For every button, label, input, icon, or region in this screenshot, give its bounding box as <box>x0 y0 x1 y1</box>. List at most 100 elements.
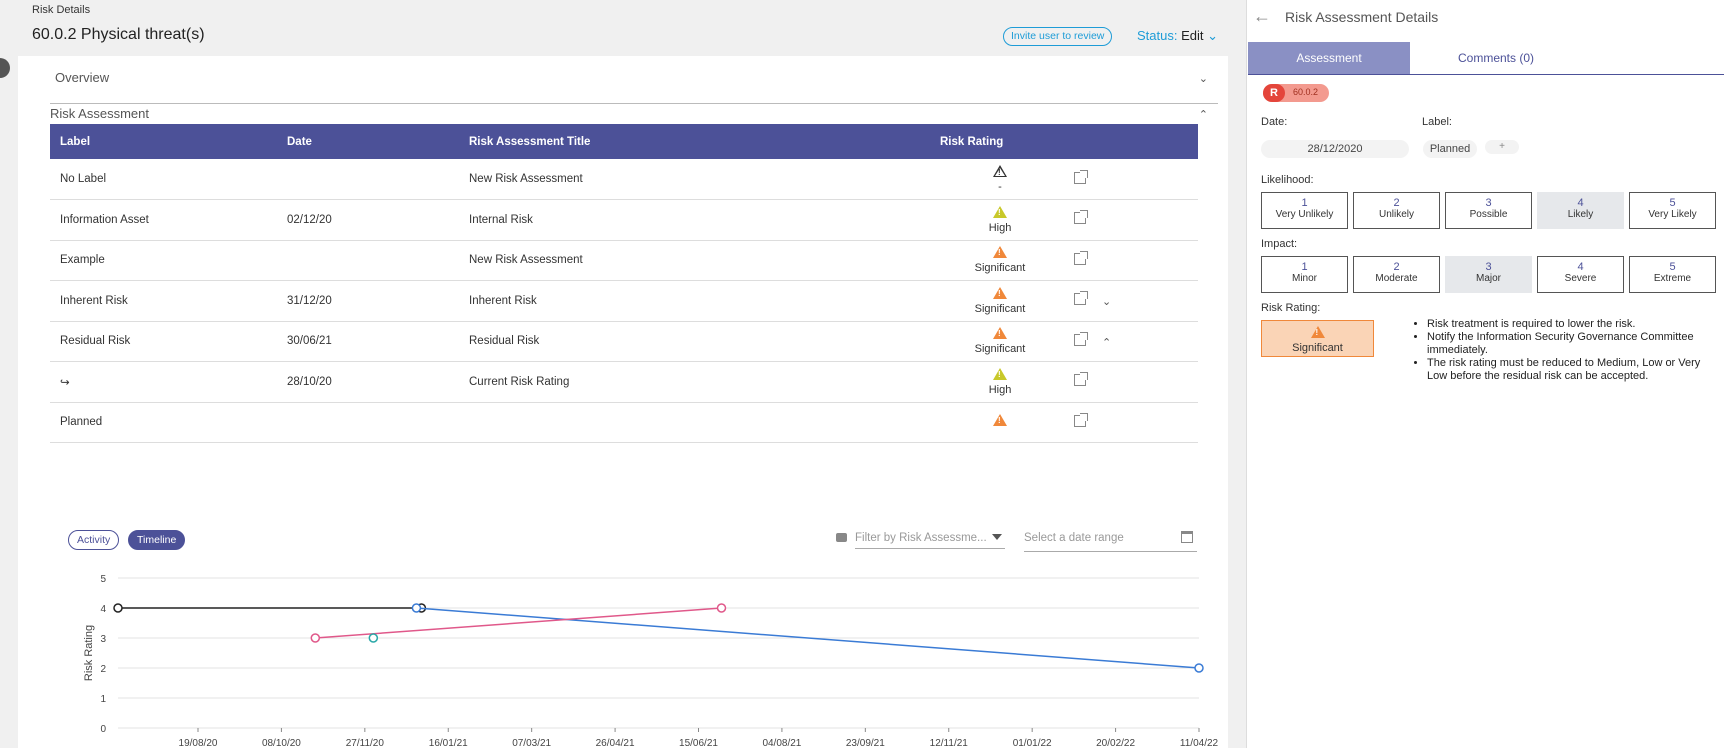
cell-title: Residual Risk <box>469 335 540 348</box>
table-header-row: Label Date Risk Assessment Title Risk Ra… <box>50 124 1198 159</box>
overview-section-header[interactable]: Overview ⌄ <box>50 70 1218 104</box>
y-tick-label: 1 <box>100 694 106 705</box>
cell-risk-rating: Significant <box>940 281 1060 322</box>
column-header-title[interactable]: Risk Assessment Title <box>469 135 591 148</box>
table-row[interactable]: No Label New Risk Assessment - <box>50 159 1198 200</box>
likelihood-option-3[interactable]: 3 Possible <box>1445 192 1532 229</box>
note-item: Risk treatment is required to lower the … <box>1427 318 1718 331</box>
note-item: Notify the Information Security Governan… <box>1427 331 1718 357</box>
table-row[interactable]: Planned <box>50 402 1198 443</box>
invite-user-button[interactable]: Invite user to review <box>1003 27 1113 46</box>
cell-label: Planned <box>60 416 103 429</box>
status-dropdown[interactable]: Status: Edit ⌄ <box>1137 28 1218 44</box>
data-point <box>1194 663 1204 673</box>
date-field[interactable]: 28/12/2020 <box>1261 140 1409 158</box>
risk-rating-box: Significant <box>1261 320 1374 357</box>
cell-date <box>277 402 459 443</box>
impact-option-2[interactable]: 2 Moderate <box>1353 256 1440 293</box>
cell-date <box>277 159 459 200</box>
table-row[interactable]: Residual Risk 30/06/21 Residual Risk Signif… <box>50 321 1198 362</box>
cell-risk-rating: Significant <box>940 240 1060 281</box>
open-external-icon[interactable] <box>1074 250 1088 265</box>
add-label-button[interactable]: + <box>1485 140 1519 154</box>
option-text: Likely <box>1567 209 1594 220</box>
column-header-risk-rating[interactable]: Risk Rating <box>940 135 1004 148</box>
y-tick-label: 5 <box>100 574 106 585</box>
column-header-date[interactable]: Date <box>287 135 312 148</box>
status-value: Edit <box>1181 28 1204 43</box>
warning-icon <box>993 205 1007 218</box>
option-number: 4 <box>1577 197 1584 209</box>
calendar-icon[interactable] <box>1181 531 1193 543</box>
caret-down-icon <box>992 534 1002 540</box>
data-point <box>411 603 422 613</box>
chevron-down-icon[interactable]: ⌄ <box>1102 296 1112 309</box>
breadcrumb[interactable]: Risk Details <box>32 4 91 16</box>
option-number: 1 <box>1301 261 1308 273</box>
overview-label: Overview <box>55 70 110 85</box>
chevron-up-icon[interactable]: ⌃ <box>1102 336 1112 349</box>
impact-option-4[interactable]: 4 Severe <box>1537 256 1624 293</box>
chevron-down-icon[interactable]: ⌄ <box>1198 73 1208 85</box>
label-chip[interactable]: Planned <box>1423 140 1477 158</box>
likelihood-option-1[interactable]: 1 Very Unlikely <box>1261 192 1348 229</box>
x-tick-label: 20/02/22 <box>1096 738 1135 746</box>
x-tick-label: 07/03/21 <box>512 738 551 746</box>
open-external-icon[interactable] <box>1074 412 1088 427</box>
table-row[interactable]: Inherent Risk 31/12/20 Inherent Risk Signif… <box>50 281 1198 322</box>
timeline-toggle[interactable]: Timeline <box>128 530 186 550</box>
rating-text: High <box>988 221 1012 234</box>
table-row[interactable]: Example New Risk Assessment Significant <box>50 240 1198 281</box>
x-tick-label: 11/04/22 <box>1180 738 1219 746</box>
likelihood-label: Likelihood: <box>1261 174 1314 186</box>
x-tick-label: 04/08/21 <box>762 738 801 746</box>
x-tick-label: 23/09/21 <box>846 738 885 746</box>
activity-toggle[interactable]: Activity <box>68 530 120 550</box>
table-row[interactable]: Information Asset 02/12/20 Internal Risk Hi… <box>50 200 1198 240</box>
column-header-label[interactable]: Label <box>60 135 91 148</box>
panel-title: Risk Assessment Details <box>1285 9 1439 25</box>
collapse-sidebar-icon[interactable] <box>0 58 10 78</box>
cell-title: New Risk Assessment <box>469 254 583 267</box>
cell-title: New Risk Assessment <box>469 173 583 185</box>
data-point <box>113 603 123 613</box>
option-text: Minor <box>1291 273 1317 284</box>
open-external-icon[interactable] <box>1074 210 1088 225</box>
tab-comments[interactable]: Comments (0) <box>1457 51 1534 65</box>
option-text: Very Likely <box>1648 209 1697 220</box>
risk-timeline-chart: 0 1 2 3 4 5 Risk Rating 19/08/20 08/10/20 27/11/2… <box>83 574 1219 746</box>
warning-icon <box>993 414 1007 427</box>
likelihood-option-2[interactable]: 2 Unlikely <box>1353 192 1440 229</box>
open-external-icon[interactable] <box>1074 331 1088 346</box>
impact-label: Impact: <box>1261 238 1298 250</box>
date-label: Date: <box>1261 116 1288 128</box>
y-tick-label: 0 <box>100 724 106 735</box>
risk-assessment-filter[interactable]: Filter by Risk Assessme... <box>836 530 1006 552</box>
tab-assessment[interactable]: Assessment <box>1248 42 1410 74</box>
x-tick-label: 12/11/21 <box>930 738 969 746</box>
y-tick-label: 2 <box>100 664 106 675</box>
impact-option-3[interactable]: 3 Major <box>1445 256 1532 293</box>
risk-assessment-label: Risk Assessment <box>50 106 149 121</box>
chevron-up-icon[interactable]: ⌃ <box>1198 109 1208 121</box>
warning-icon <box>993 327 1007 340</box>
table-row[interactable]: ↪ 28/10/20 Current Risk Rating High <box>50 362 1198 402</box>
likelihood-option-5[interactable]: 5 Very Likely <box>1629 192 1716 229</box>
x-tick-label: 16/01/21 <box>429 738 468 746</box>
impact-option-1[interactable]: 1 Minor <box>1261 256 1348 293</box>
open-external-icon[interactable] <box>1074 291 1088 306</box>
data-point <box>368 633 379 643</box>
risk-assessment-section-header[interactable]: Risk Assessment ⌃ <box>50 106 1218 124</box>
date-range-picker[interactable]: Select a date range <box>1024 530 1197 552</box>
back-arrow-icon[interactable]: ← <box>1253 6 1271 26</box>
option-text: Unlikely <box>1378 209 1414 220</box>
open-external-icon[interactable] <box>1074 169 1088 184</box>
open-external-icon[interactable] <box>1074 372 1088 387</box>
impact-option-5[interactable]: 5 Extreme <box>1629 256 1716 293</box>
likelihood-option-4[interactable]: 4 Likely <box>1537 192 1624 229</box>
option-text: Severe <box>1564 273 1597 284</box>
note-item: The risk rating must be reduced to Mediu… <box>1427 357 1718 383</box>
option-number: 3 <box>1485 197 1492 209</box>
cell-risk-rating: - <box>940 159 1060 200</box>
series-line <box>416 607 1200 669</box>
